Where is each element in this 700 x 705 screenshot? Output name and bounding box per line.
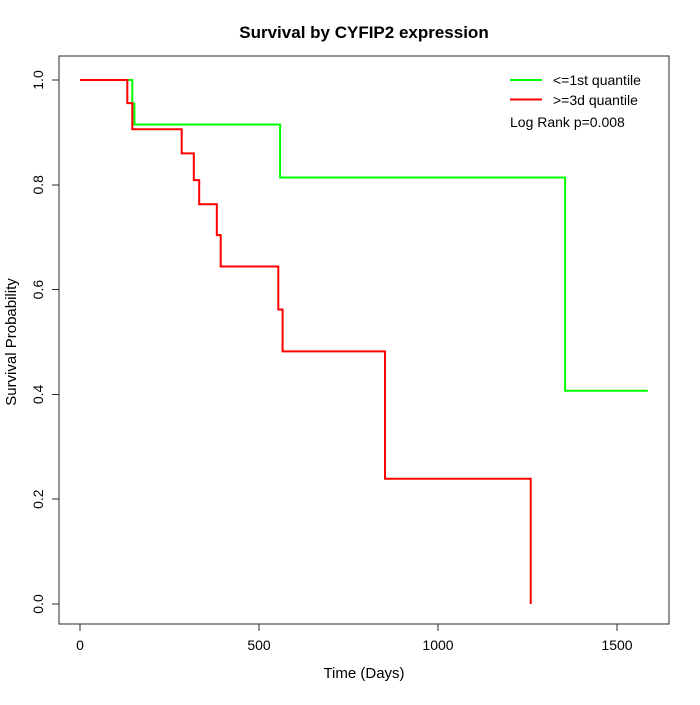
km-curve-low-quantile	[80, 79, 648, 392]
y-tick-label: 0.6	[30, 280, 46, 300]
y-axis-label: Survival Probability	[3, 278, 20, 406]
x-axis-ticks: 0 500 1000 1500	[76, 624, 633, 653]
log-rank-annotation: Log Rank p=0.008	[510, 114, 625, 130]
legend-label-low-quantile: <=1st quantile	[553, 72, 641, 88]
y-tick-label: 0.8	[30, 175, 46, 195]
legend-label-high-quantile: >=3d quantile	[553, 92, 638, 108]
y-tick-label: 0.2	[30, 489, 46, 509]
y-axis-ticks: 0.0 0.2 0.4 0.6 0.8 1.0	[30, 70, 59, 614]
plot-box	[58, 55, 670, 625]
x-axis-label: Time (Days)	[323, 665, 404, 682]
y-tick-label: 0.4	[30, 384, 46, 404]
chart-title: Survival by CYFIP2 expression	[239, 23, 488, 42]
y-tick-label: 1.0	[30, 70, 46, 90]
x-tick-label: 1000	[422, 637, 453, 653]
km-curves	[80, 79, 648, 604]
x-tick-label: 1500	[601, 637, 632, 653]
km-curve-high-quantile	[80, 79, 532, 604]
y-tick-label: 0.0	[30, 594, 46, 614]
x-tick-label: 0	[76, 637, 84, 653]
x-tick-label: 500	[247, 637, 271, 653]
legend: <=1st quantile >=3d quantile Log Rank p=…	[510, 72, 641, 130]
